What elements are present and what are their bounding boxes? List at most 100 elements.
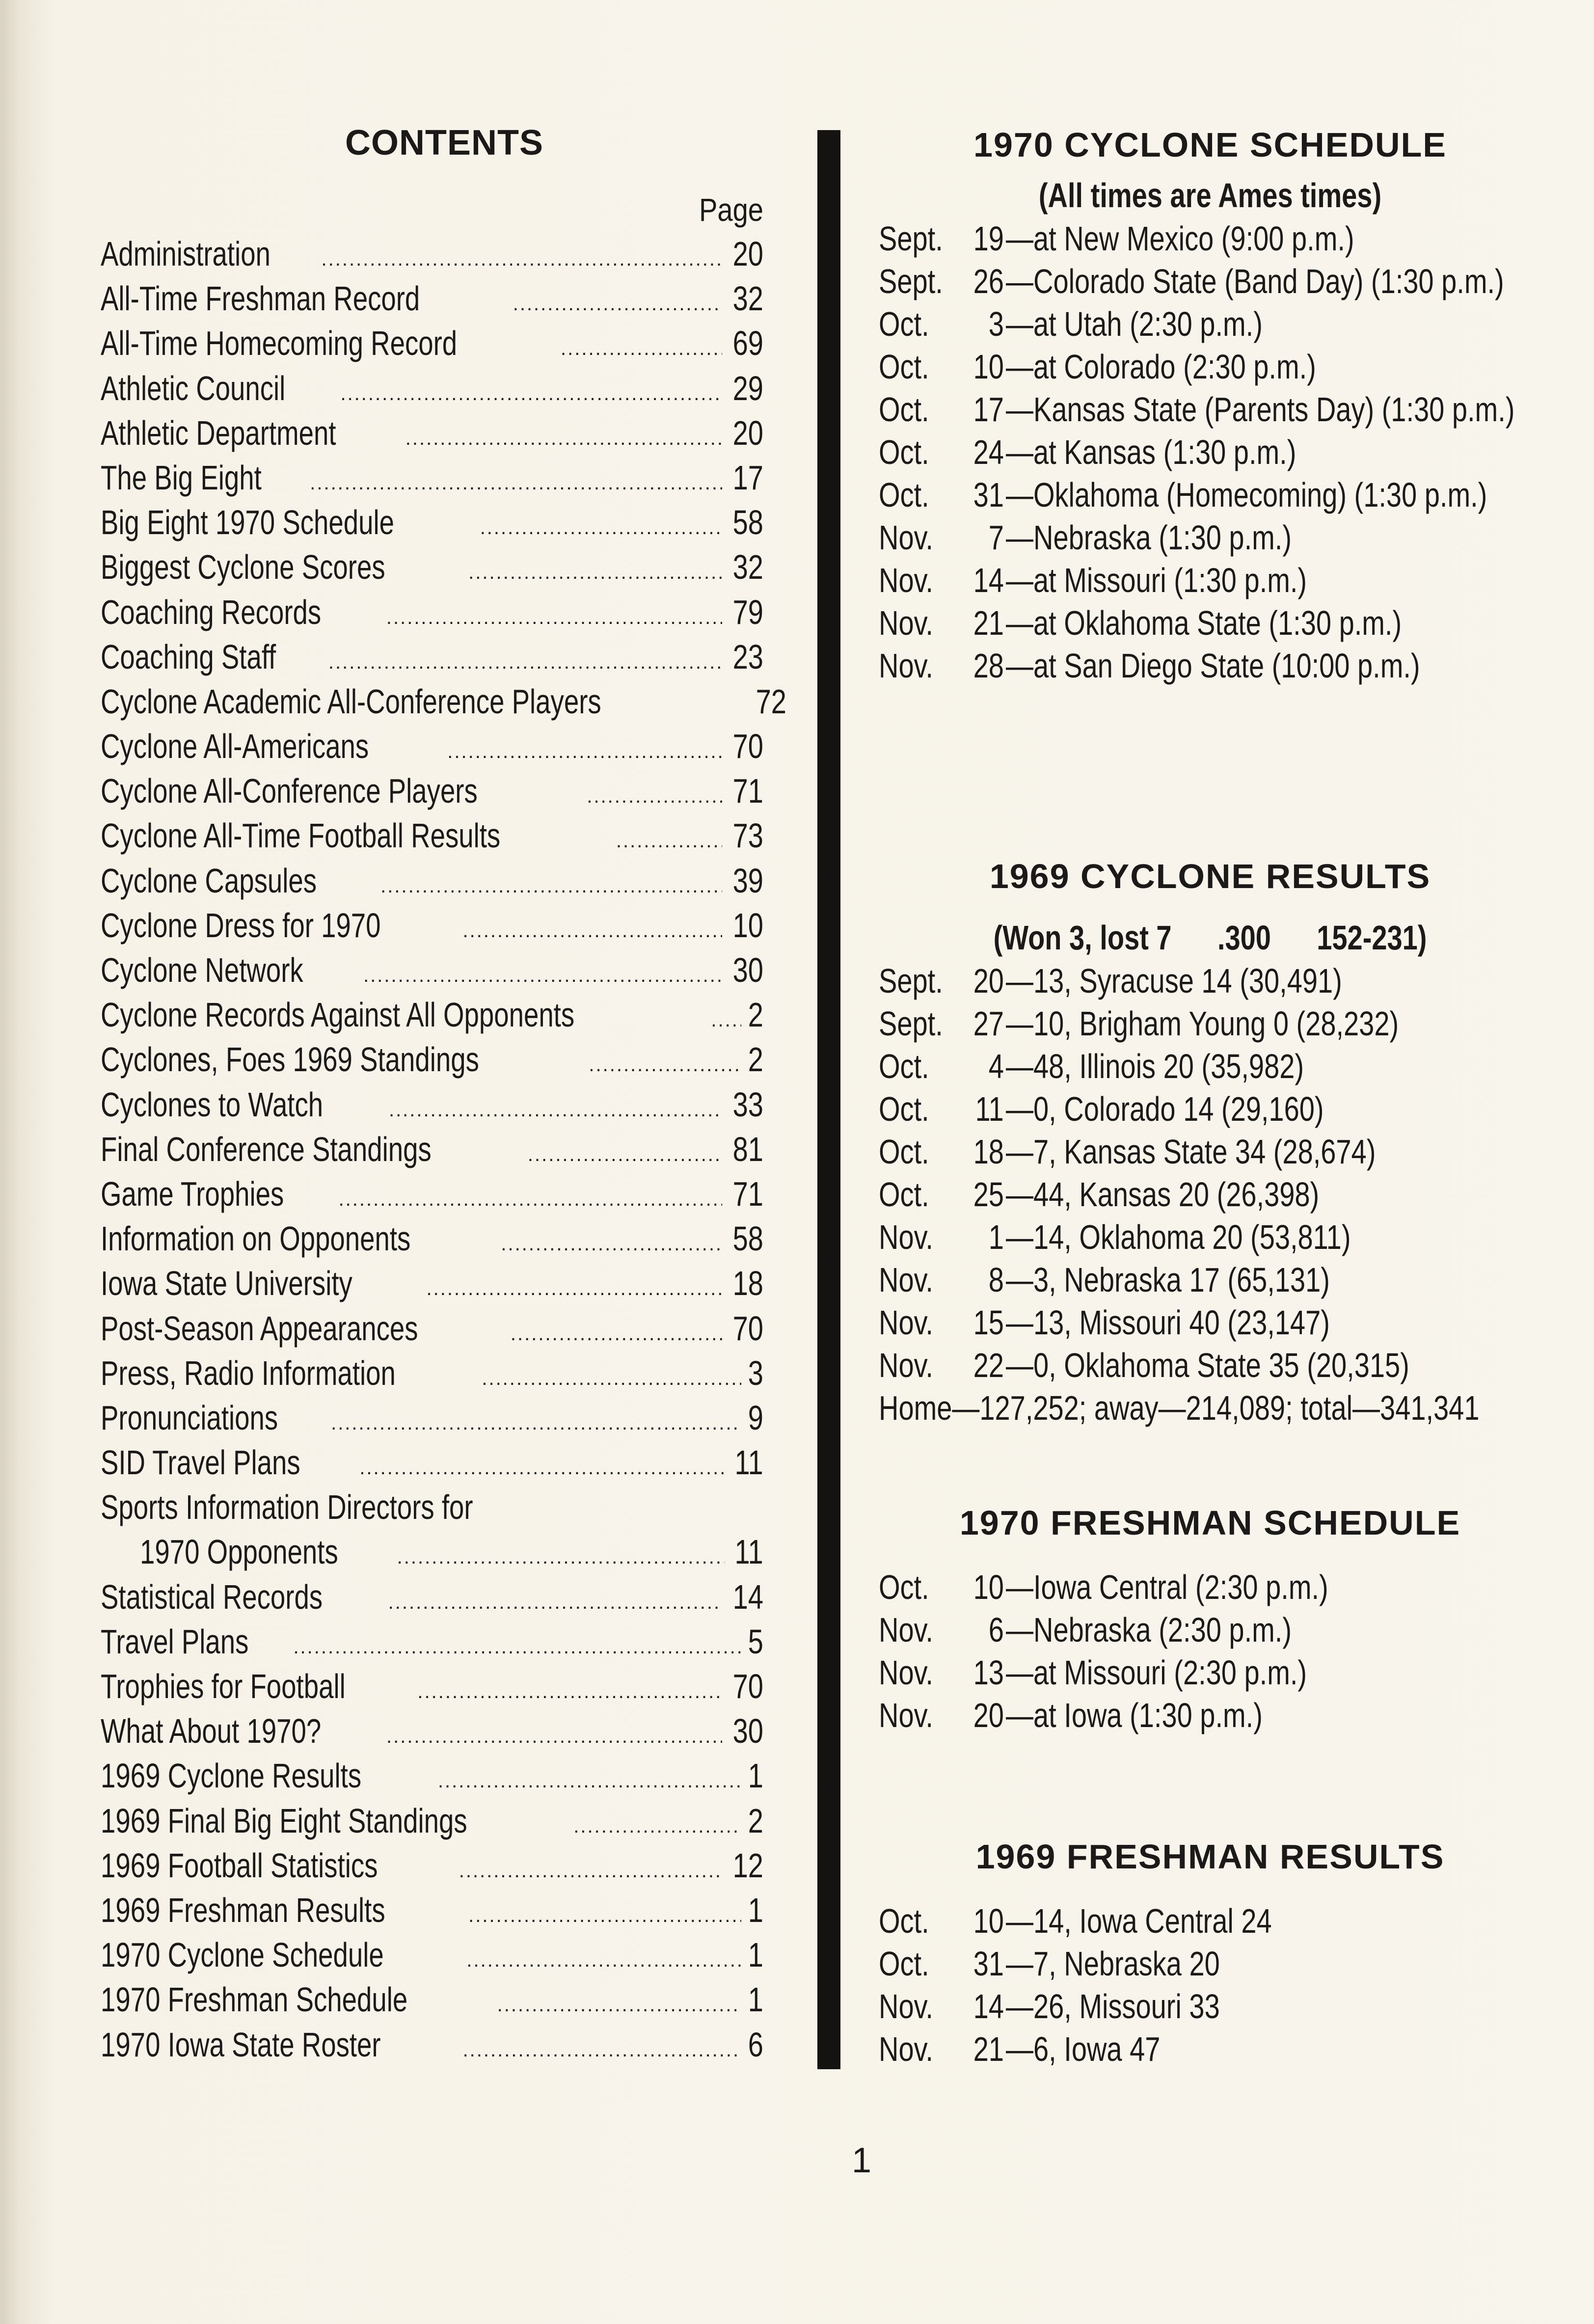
- row-day-text: 22: [973, 1346, 1004, 1384]
- entry-label-wrap: Biggest Cyclone Scores: [101, 545, 465, 590]
- row-month-text: Nov.: [879, 1611, 933, 1649]
- row-month: Nov.: [879, 602, 960, 645]
- row-month: Nov.: [879, 1344, 960, 1387]
- dot-leader: ........................................…: [386, 1726, 723, 1748]
- row-month: Sept.: [879, 960, 960, 1002]
- row-day: 10: [960, 346, 1004, 388]
- row-day: 4: [960, 1045, 1004, 1088]
- contents-entry: Cyclone All-Americans...................…: [101, 724, 763, 769]
- row-month: Nov.: [879, 1694, 960, 1737]
- row-text: —at New Mexico (9:00 p.m.): [1004, 217, 1541, 260]
- entry-label: Cyclone Academic All-Conference Players: [101, 682, 601, 721]
- row-day: 27: [960, 1002, 1004, 1045]
- entry-label-wrap: Cyclone All-Americans: [101, 724, 444, 769]
- contents-entry: Cyclone Capsules........................…: [101, 859, 763, 903]
- row-month-text: Nov.: [879, 1303, 933, 1342]
- row-month-text: Sept.: [879, 1004, 943, 1043]
- entry-label-wrap: Cyclone All-Time Football Results: [101, 813, 613, 858]
- row-day: 26: [960, 260, 1004, 303]
- row-day: 11: [960, 1088, 1004, 1131]
- contents-entry: SID Travel Plans........................…: [101, 1440, 763, 1485]
- row-day-text: 27: [973, 1004, 1004, 1043]
- contents-entry: 1970 Freshman Schedule..................…: [101, 1977, 763, 2022]
- entry-label-wrap: Cyclone All-Conference Players: [101, 769, 584, 813]
- entry-label: Cyclones to Watch: [101, 1085, 324, 1124]
- entry-label: Athletic Department: [101, 413, 336, 452]
- row-month-text: Nov.: [879, 518, 933, 557]
- entry-label: Cyclone All-Conference Players: [101, 772, 478, 811]
- row-text-text: —0, Colorado 14 (29,160): [1006, 1090, 1324, 1128]
- entry-page: 58: [732, 503, 763, 542]
- entry-label: Sports Information Directors for: [101, 1488, 473, 1527]
- row-text-text: —10, Brigham Young 0 (28,232): [1006, 1004, 1399, 1043]
- entry-page: 81: [732, 1130, 763, 1168]
- contents-entry: The Big Eight...........................…: [101, 456, 763, 500]
- row-text-text: —at San Diego State (10:00 p.m.): [1006, 647, 1420, 685]
- dot-leader: ........................................…: [501, 1233, 723, 1255]
- row-text-text: —Nebraska (2:30 p.m.): [1006, 1611, 1292, 1649]
- row-month-text: Nov.: [879, 1653, 933, 1692]
- dot-leader: ........................................…: [510, 1323, 723, 1345]
- row-text-text: —Iowa Central (2:30 p.m.): [1006, 1568, 1328, 1606]
- entry-label: Cyclone Network: [101, 951, 303, 989]
- entry-page: 32: [732, 279, 763, 318]
- dot-leader: ........................................…: [462, 919, 722, 942]
- entry-label-wrap: Press, Radio Information: [101, 1351, 479, 1396]
- contents-title: CONTENTS: [345, 123, 543, 162]
- entry-page: 2: [748, 996, 763, 1034]
- row-month: Nov.: [879, 1216, 960, 1259]
- entry-label: Big Eight 1970 Schedule: [101, 503, 395, 542]
- entry-label-wrap: The Big Eight: [101, 456, 307, 500]
- dot-leader: ........................................…: [561, 338, 723, 360]
- entry-page: 32: [732, 548, 763, 587]
- entry-label: All-Time Freshman Record: [101, 279, 420, 318]
- entry-label: All-Time Homecoming Record: [101, 324, 458, 363]
- row-month-text: Oct.: [879, 1568, 929, 1606]
- row-day-text: 7: [988, 518, 1004, 557]
- dot-leader: ........................................…: [388, 1591, 723, 1613]
- row-text: —at Missouri (1:30 p.m.): [1004, 559, 1541, 602]
- contents-section: CONTENTS Page Administration............…: [101, 123, 786, 2067]
- contents-entry: Athletic Department.....................…: [101, 411, 763, 456]
- row-day: 20: [960, 1694, 1004, 1737]
- row-month-text: Oct.: [879, 1047, 929, 1085]
- entry-page: 71: [732, 1174, 763, 1213]
- entry-label-wrap: 1970 Iowa State Roster: [101, 2023, 460, 2067]
- row-month: Oct.: [879, 1131, 960, 1173]
- entry-page: 10: [732, 906, 763, 945]
- row-month: Nov.: [879, 1259, 960, 1301]
- entry-label-wrap: Statistical Records: [101, 1575, 385, 1620]
- dot-leader: ........................................…: [328, 651, 722, 673]
- row-text-text: —at Colorado (2:30 p.m.): [1006, 348, 1316, 386]
- contents-entry: 1970 Iowa State Roster..................…: [101, 2023, 763, 2067]
- entry-page: 14: [732, 1577, 763, 1616]
- entry-page: 23: [732, 637, 763, 676]
- row-day: 18: [960, 1131, 1004, 1173]
- row-text: —7, Kansas State 34 (28,674): [1004, 1131, 1541, 1173]
- entry-label-wrap: 1969 Cyclone Results: [101, 1754, 435, 1798]
- entry-label-wrap: Coaching Records: [101, 590, 383, 635]
- contents-entry: Statistical Records.....................…: [101, 1575, 763, 1620]
- row-text-text: —Nebraska (1:30 p.m.): [1006, 518, 1292, 557]
- row-text-text: —at New Mexico (9:00 p.m.): [1006, 219, 1354, 258]
- entry-label-wrap: Cyclones to Watch: [101, 1082, 386, 1127]
- entry-page: 6: [748, 2025, 763, 2064]
- entry-label: Statistical Records: [101, 1577, 323, 1616]
- contents-entry: All-Time Homecoming Record..............…: [101, 321, 763, 366]
- entry-page: 72: [756, 682, 787, 721]
- row-text: —0, Colorado 14 (29,160): [1004, 1088, 1541, 1131]
- row-text: —48, Illinois 20 (35,982): [1004, 1045, 1541, 1088]
- entry-page: 30: [732, 1712, 763, 1751]
- row-text: —Oklahoma (Homecoming) (1:30 p.m.): [1004, 474, 1541, 516]
- row-month-text: Nov.: [879, 1218, 933, 1256]
- contents-entry: Cyclone Network.........................…: [101, 948, 763, 993]
- schedule-1970-list: Sept. 19 —at New Mexico (9:00 p.m.) Sept. 26…: [879, 217, 1541, 687]
- entry-page: 1: [748, 1936, 763, 1974]
- entry-label-wrap: Cyclones, Foes 1969 Standings: [101, 1037, 586, 1082]
- row-month-text: Oct.: [879, 390, 929, 429]
- row-text-text: —at Utah (2:30 p.m.): [1006, 305, 1263, 343]
- entry-label: 1969 Football Statistics: [101, 1846, 378, 1885]
- entry-label: 1969 Final Big Eight Standings: [101, 1801, 467, 1840]
- entry-label-wrap: Administration: [101, 232, 319, 276]
- freshman-schedule-1970-list: Oct. 10 —Iowa Central (2:30 p.m.) Nov. 6 —Neb…: [879, 1566, 1541, 1737]
